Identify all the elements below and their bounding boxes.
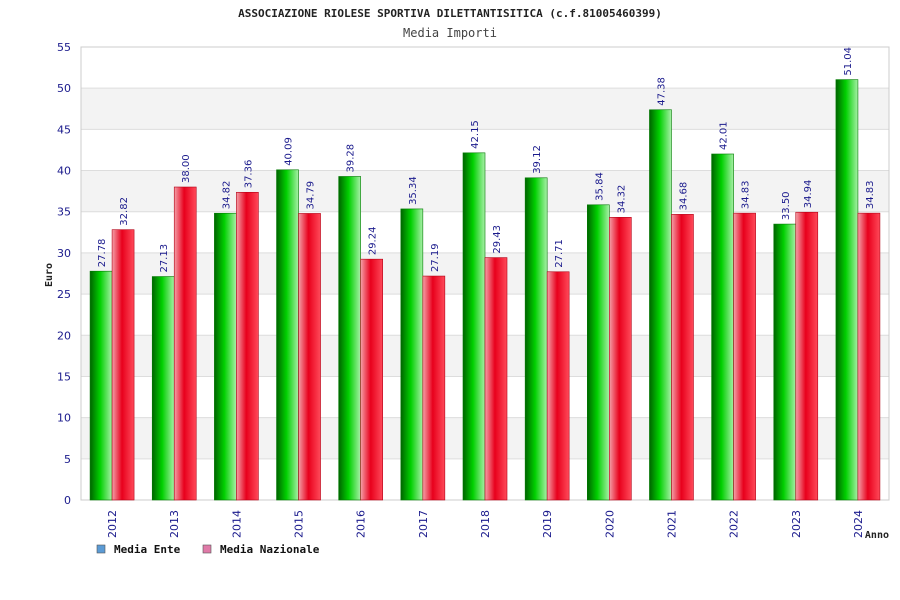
- bar-media-nazionale-2017: [422, 275, 446, 501]
- x-axis-label: Anno: [865, 530, 889, 541]
- bar-media-nazionale-2014: [236, 191, 259, 501]
- legend-swatch-media-ente: [96, 544, 106, 554]
- y-axis-label: Euro: [44, 263, 55, 287]
- data-label: 34.68: [678, 182, 689, 211]
- legend-swatch-media-nazionale: [202, 544, 212, 554]
- y-tick-label: 15: [57, 370, 71, 383]
- data-label: 34.83: [865, 180, 876, 209]
- data-label: 34.79: [306, 181, 317, 210]
- y-tick-label: 25: [57, 288, 71, 301]
- bar-media-ente-2013: [151, 276, 175, 501]
- x-tick-label: 2024: [852, 510, 865, 538]
- data-label: 27.78: [97, 239, 108, 268]
- data-label: 34.94: [803, 180, 814, 209]
- x-axis-ticks: 2012 2013 2014 2015 2016 2017 2018 2019 2020 2021…: [106, 510, 865, 538]
- y-tick-label: 45: [57, 123, 71, 136]
- bar-media-nazionale-2020: [609, 217, 632, 501]
- bar-media-nazionale-2015: [298, 213, 321, 501]
- bar-media-ente-2017: [400, 208, 424, 501]
- bar-media-nazionale-2024: [857, 212, 881, 501]
- chart-title: ASSOCIAZIONE RIOLESE SPORTIVA DILETTANTI…: [238, 7, 662, 20]
- x-tick-label: 2017: [417, 510, 430, 538]
- y-tick-label: 35: [57, 206, 71, 219]
- data-label: 34.82: [221, 181, 232, 210]
- y-tick-label: 40: [57, 165, 71, 178]
- chart-subtitle: Media Importi: [403, 26, 497, 40]
- y-tick-label: 55: [57, 41, 71, 54]
- x-tick-label: 2020: [603, 510, 616, 538]
- bar-media-nazionale-2023: [795, 211, 819, 501]
- bar-media-ente-2024: [835, 79, 859, 501]
- plot-band: [81, 47, 889, 89]
- data-label: 32.82: [119, 197, 130, 226]
- data-label: 34.32: [616, 185, 627, 214]
- x-tick-label: 2014: [230, 510, 243, 538]
- x-tick-label: 2021: [665, 510, 678, 538]
- data-label: 27.13: [159, 244, 170, 273]
- data-label: 35.34: [408, 176, 419, 205]
- x-tick-label: 2016: [355, 510, 368, 538]
- bar-media-ente-2022: [711, 153, 734, 501]
- y-tick-label: 0: [64, 494, 71, 507]
- data-label: 34.83: [741, 180, 752, 209]
- bar-media-nazionale-2012: [111, 229, 135, 501]
- y-axis-ticks: 0 5 10 15 20 25 30 35 40 45 50 55: [57, 41, 71, 507]
- bars: 27.78 32.82 27.13 38.00 34.82 37.36 40.09 34.79…: [89, 47, 881, 501]
- bar-media-ente-2021: [649, 109, 672, 501]
- x-tick-label: 2019: [541, 510, 554, 538]
- data-label: 51.04: [843, 47, 854, 76]
- data-label: 39.28: [346, 144, 357, 173]
- bar-media-nazionale-2019: [546, 271, 570, 501]
- data-label: 42.15: [470, 120, 481, 149]
- y-tick-label: 5: [64, 453, 71, 466]
- y-tick-label: 30: [57, 247, 71, 260]
- bar-media-ente-2019: [524, 177, 548, 501]
- x-tick-label: 2013: [168, 510, 181, 538]
- x-tick-label: 2012: [106, 510, 119, 538]
- legend: Media Ente Media Nazionale: [96, 543, 320, 556]
- bar-media-ente-2015: [276, 169, 299, 501]
- x-tick-label: 2023: [790, 510, 803, 538]
- bar-media-nazionale-2016: [360, 258, 383, 501]
- data-label: 33.50: [781, 191, 792, 220]
- x-tick-label: 2015: [293, 510, 306, 538]
- data-label: 38.00: [181, 154, 192, 183]
- data-label: 35.84: [594, 172, 605, 201]
- bar-media-ente-2023: [773, 223, 797, 501]
- y-tick-label: 50: [57, 82, 71, 95]
- data-label: 27.71: [554, 239, 565, 268]
- plot-band: [81, 88, 889, 130]
- legend-label-media-ente: Media Ente: [114, 543, 181, 556]
- data-label: 29.24: [368, 227, 379, 256]
- bar-media-ente-2014: [214, 212, 237, 501]
- y-tick-label: 20: [57, 329, 71, 342]
- bar-media-nazionale-2018: [484, 257, 508, 501]
- x-tick-label: 2018: [479, 510, 492, 538]
- y-tick-label: 10: [57, 412, 71, 425]
- bar-media-ente-2018: [462, 152, 486, 501]
- data-label: 47.38: [656, 77, 667, 106]
- data-label: 39.12: [532, 145, 543, 174]
- data-label: 40.09: [284, 137, 295, 166]
- bar-media-ente-2012: [89, 270, 113, 501]
- data-label: 27.19: [430, 243, 441, 272]
- legend-label-media-nazionale: Media Nazionale: [220, 543, 320, 556]
- data-label: 29.43: [492, 225, 503, 254]
- bar-media-nazionale-2021: [671, 214, 694, 501]
- bar-media-ente-2016: [338, 176, 361, 501]
- data-label: 42.01: [719, 121, 730, 150]
- bar-media-nazionale-2013: [173, 186, 197, 501]
- data-label: 37.36: [243, 160, 254, 189]
- x-tick-label: 2022: [728, 510, 741, 538]
- bar-media-ente-2020: [587, 204, 610, 501]
- bar-media-nazionale-2022: [733, 212, 756, 501]
